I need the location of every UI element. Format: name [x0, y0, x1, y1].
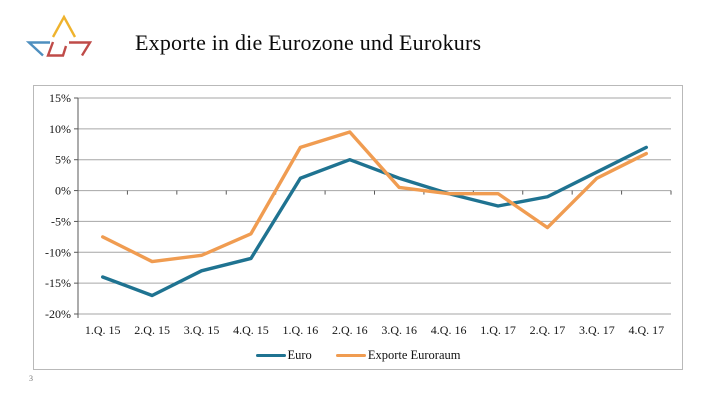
- logo-graphic: [25, 14, 93, 57]
- line-chart: 15% 10% 5% 0% -5% -10% -15% -20% 1.Q. 15 2.Q. 15 3…: [45, 91, 672, 337]
- x-tick-label: 3.Q. 16: [381, 323, 417, 337]
- series-line-exporte-euroraum: [101, 130, 648, 264]
- logo-blue-angle-icon: [25, 41, 50, 57]
- slide-title: Exporte in die Eurozone und Eurokurs: [135, 30, 482, 55]
- logo-red-outer-angle-icon: [69, 41, 93, 57]
- legend-swatch-exporte-euroraum: [335, 353, 366, 358]
- legend-item-exporte-euroraum: Exporte Euroraum: [335, 348, 461, 363]
- chart-legend: Euro Exporte Euroraum: [34, 348, 682, 363]
- y-tick-label: 10%: [49, 122, 71, 136]
- company-logo: [25, 10, 104, 60]
- x-tick-label: 4.Q. 16: [431, 323, 467, 337]
- y-tick-label: -5%: [51, 214, 71, 228]
- y-tick-label: -10%: [45, 245, 71, 259]
- series-line-euro: [101, 145, 648, 298]
- y-tick-label: 15%: [49, 91, 71, 105]
- legend-label-euro: Euro: [287, 348, 312, 362]
- y-tick-label: 0%: [55, 184, 71, 198]
- y-tick-label: -20%: [45, 307, 71, 321]
- x-tick-label: 4.Q. 17: [628, 323, 664, 337]
- chart-container: 15% 10% 5% 0% -5% -10% -15% -20% 1.Q. 15 2.Q. 15 3…: [33, 85, 683, 370]
- x-tick-label: 2.Q. 15: [134, 323, 170, 337]
- legend-swatch-euro: [255, 353, 286, 358]
- legend-item-euro: Euro: [255, 348, 312, 363]
- x-tick-label: 2.Q. 16: [332, 323, 368, 337]
- x-tick-label: 1.Q. 15: [85, 323, 121, 337]
- x-tick-label: 1.Q. 16: [283, 323, 319, 337]
- y-tick-label: -15%: [45, 276, 71, 290]
- x-tick-label: 4.Q. 15: [233, 323, 269, 337]
- x-tick-label: 2.Q. 17: [530, 323, 566, 337]
- legend-label-exporte-euroraum: Exporte Euroraum: [367, 348, 461, 362]
- y-tick-label: 5%: [55, 153, 71, 167]
- logo-yellow-chevron-icon: [51, 14, 77, 38]
- x-tick-label: 1.Q. 17: [480, 323, 516, 337]
- x-tick-label: 3.Q. 15: [184, 323, 220, 337]
- page-number: 3: [29, 374, 33, 383]
- logo-red-inner-angle-icon: [46, 41, 68, 57]
- x-tick-label: 3.Q. 17: [579, 323, 615, 337]
